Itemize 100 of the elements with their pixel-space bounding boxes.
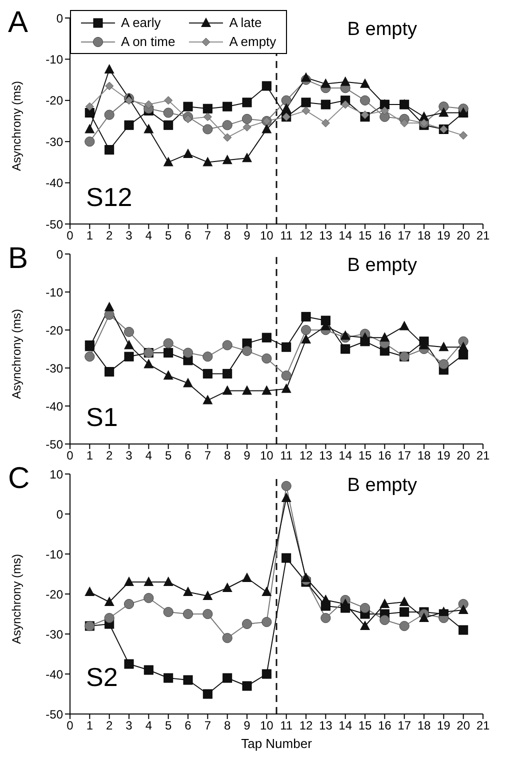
x-tick-label: 18	[417, 228, 431, 243]
x-tick-label: 8	[224, 228, 231, 243]
x-tick-label: 6	[184, 448, 192, 463]
x-tick-label: 21	[476, 228, 490, 243]
y-tick-label: 10	[50, 467, 64, 482]
x-tick-label: 17	[398, 228, 412, 243]
x-tick-label: 0	[66, 448, 74, 463]
y-axis-title: Asynchrony (ms)	[9, 554, 24, 644]
y-tick-label: -40	[46, 399, 64, 414]
x-tick-label: 15	[358, 448, 372, 463]
y-tick-label: -20	[46, 94, 64, 108]
x-tick-label: 13	[318, 718, 333, 733]
y-tick-label: -30	[46, 134, 64, 149]
y-tick-label: 0	[56, 507, 64, 522]
x-tick-label: 1	[86, 718, 94, 733]
y-tick-label: -40	[46, 176, 64, 190]
x-tick-label: 12	[299, 718, 313, 733]
x-tick-label: 16	[378, 718, 392, 733]
legend-label: A early	[121, 15, 161, 30]
y-tick-label: -50	[46, 437, 64, 452]
annotation: B empty	[347, 255, 417, 276]
x-tick-label: 14	[338, 718, 352, 733]
x-tick-label: 11	[280, 228, 293, 243]
x-tick-label: 11	[280, 718, 293, 733]
x-tick-label: 2	[106, 448, 113, 463]
x-tick-label: 4	[145, 228, 152, 243]
x-tick-label: 15	[358, 718, 372, 733]
x-tick-label: 5	[164, 228, 172, 243]
x-tick-label: 3	[126, 448, 133, 463]
x-axis-title: Tap Number	[241, 736, 313, 751]
x-tick-label: 18	[417, 448, 431, 463]
x-tick-label: 6	[184, 718, 192, 733]
legend-label: A on time	[121, 34, 176, 49]
x-tick-label: 16	[378, 228, 392, 243]
x-tick-label: 20	[456, 718, 470, 733]
x-tick-label: 10	[260, 228, 274, 243]
y-tick-label: -10	[46, 52, 64, 66]
x-tick-label: 6	[184, 228, 192, 243]
x-tick-label: 4	[145, 718, 152, 733]
y-tick-label: -10	[46, 285, 64, 300]
x-tick-label: 14	[338, 448, 352, 463]
x-tick-label: 15	[358, 228, 372, 243]
annotation: B empty	[347, 475, 417, 496]
annotation: S1	[86, 402, 118, 432]
y-tick-label: -30	[46, 361, 64, 376]
x-tick-label: 20	[456, 228, 470, 243]
x-tick-label: 9	[244, 228, 251, 243]
x-tick-label: 2	[106, 718, 113, 733]
x-tick-label: 17	[398, 718, 412, 733]
x-tick-label: 9	[244, 448, 251, 463]
x-tick-label: 16	[378, 448, 392, 463]
x-tick-label: 9	[244, 718, 251, 733]
x-tick-label: 8	[224, 718, 231, 733]
x-tick-label: 0	[66, 718, 74, 733]
annotation: B empty	[347, 19, 417, 40]
x-tick-label: 13	[318, 228, 333, 243]
y-tick-label: 0	[56, 247, 64, 262]
x-tick-label: 10	[260, 448, 274, 463]
legend-label: A late	[229, 15, 262, 30]
x-tick-label: 19	[436, 228, 451, 243]
y-tick-label: -50	[46, 217, 64, 232]
text: B	[8, 242, 28, 275]
x-tick-label: 4	[145, 448, 152, 463]
legend-label: A empty	[229, 34, 276, 49]
y-tick-label: 0	[56, 11, 64, 26]
x-tick-label: 7	[204, 448, 212, 463]
x-tick-label: 19	[436, 718, 451, 733]
x-tick-label: 8	[224, 448, 231, 463]
x-tick-label: 2	[106, 228, 113, 243]
y-tick-label: -40	[46, 667, 64, 682]
y-tick-label: -30	[46, 627, 64, 642]
x-tick-label: 12	[299, 448, 313, 463]
x-tick-label: 7	[204, 228, 212, 243]
x-tick-label: 0	[66, 228, 74, 243]
x-tick-label: 3	[126, 228, 133, 243]
x-tick-label: 10	[260, 718, 274, 733]
y-axis-title: Asynchrony (ms)	[9, 308, 24, 399]
x-tick-label: 17	[398, 448, 412, 463]
x-tick-label: 19	[436, 448, 451, 463]
x-tick-label: 11	[280, 448, 293, 463]
x-tick-label: 5	[164, 448, 172, 463]
x-tick-label: 7	[204, 718, 212, 733]
x-tick-label: 1	[86, 228, 94, 243]
x-tick-label: 20	[456, 448, 470, 463]
x-tick-label: 5	[164, 718, 172, 733]
x-tick-label: 18	[417, 718, 431, 733]
annotation: S2	[86, 662, 118, 692]
y-tick-label: -20	[46, 323, 64, 338]
text: C	[8, 462, 30, 495]
annotation: S12	[86, 182, 132, 212]
text: A	[8, 6, 28, 39]
y-tick-label: -50	[46, 707, 64, 722]
x-tick-label: 13	[318, 448, 333, 463]
y-axis-title: Asynchrony (ms)	[9, 80, 24, 171]
x-tick-label: 1	[86, 448, 94, 463]
y-tick-label: -10	[46, 547, 64, 562]
x-tick-label: 21	[476, 448, 490, 463]
x-tick-label: 14	[338, 228, 352, 243]
y-tick-label: -20	[46, 587, 64, 602]
x-tick-label: 12	[299, 228, 313, 243]
